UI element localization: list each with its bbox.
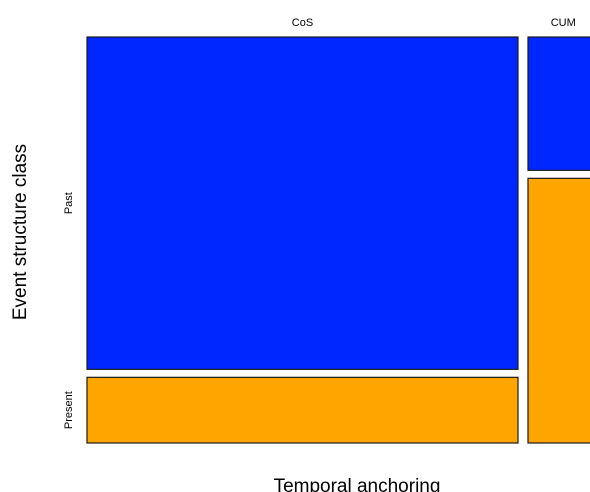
y-axis-title: Event structure class (10, 144, 31, 320)
mosaic-tiles (86, 36, 590, 444)
y-tick-label-past: Past (63, 192, 75, 214)
x-tick-labels: CoS CUM (292, 17, 576, 29)
y-tick-label-present: Present (63, 391, 75, 429)
x-tick-label-cum: CUM (551, 17, 576, 29)
y-tick-labels: Past Present (63, 192, 75, 429)
tile-cum-past (527, 36, 590, 171)
x-tick-label-cos: CoS (292, 17, 313, 29)
x-axis-title: Temporal anchoring (274, 476, 441, 492)
tile-cos-past (86, 36, 519, 370)
tile-cum-present (527, 177, 590, 444)
tile-cos-present (86, 376, 519, 444)
